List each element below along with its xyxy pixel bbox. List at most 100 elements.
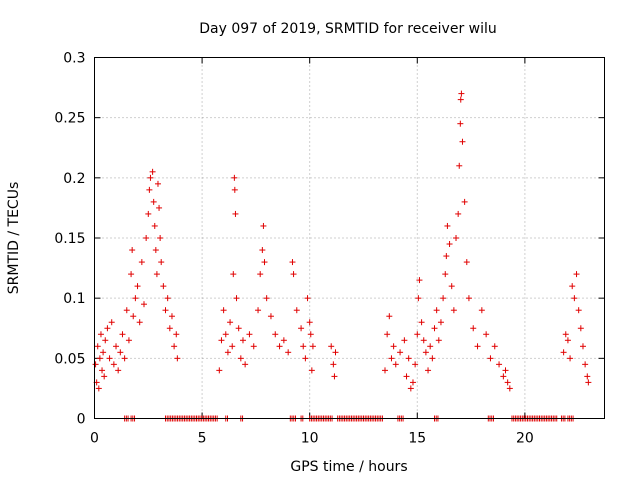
data-point	[145, 210, 152, 217]
data-point	[231, 174, 238, 181]
data-point	[220, 307, 227, 314]
data-point	[92, 361, 99, 368]
data-point	[166, 325, 173, 332]
data-point	[164, 295, 171, 302]
data-point	[306, 319, 313, 326]
data-point	[458, 90, 465, 97]
data-point	[151, 222, 158, 229]
data-point	[218, 337, 225, 344]
data-point	[437, 319, 444, 326]
data-point	[390, 343, 397, 350]
data-point	[457, 96, 464, 103]
data-point	[504, 379, 511, 386]
data-point	[152, 247, 159, 254]
data-point	[156, 204, 163, 211]
data-point	[290, 271, 297, 278]
data-point	[149, 168, 156, 175]
y-tick-label: 0.05	[54, 351, 85, 367]
data-point	[577, 325, 584, 332]
data-point	[459, 138, 466, 145]
x-tick-label: 0	[90, 431, 99, 447]
data-point	[100, 349, 107, 356]
data-point	[414, 331, 421, 338]
data-point	[250, 343, 257, 350]
data-point	[575, 307, 582, 314]
data-point	[560, 349, 567, 356]
data-point	[448, 283, 455, 290]
y-tick-label: 0.2	[63, 171, 85, 187]
data-point	[158, 259, 165, 266]
data-point	[216, 367, 223, 374]
data-point	[106, 355, 113, 362]
data-point	[289, 259, 296, 266]
data-point	[123, 307, 130, 314]
data-point	[143, 235, 150, 241]
data-point	[168, 313, 175, 320]
data-point	[104, 325, 111, 332]
data-point	[401, 337, 408, 344]
data-point	[487, 355, 494, 362]
data-point	[307, 331, 314, 338]
data-point	[474, 343, 481, 350]
y-tick-label: 0.3	[63, 51, 85, 67]
data-point	[416, 277, 423, 284]
data-point	[443, 253, 450, 260]
data-point	[227, 319, 234, 326]
data-point	[585, 379, 592, 386]
data-point	[174, 355, 181, 362]
data-point	[272, 331, 279, 338]
data-point	[584, 373, 591, 380]
data-point	[331, 373, 338, 380]
data-point	[150, 198, 157, 205]
data-point	[255, 307, 262, 314]
data-point	[222, 331, 229, 338]
data-point	[134, 283, 141, 290]
data-point	[267, 313, 274, 320]
data-point	[285, 349, 292, 356]
data-point	[328, 343, 335, 350]
data-point	[108, 319, 115, 326]
data-point	[456, 162, 463, 169]
data-point	[444, 222, 451, 229]
data-point	[308, 367, 315, 374]
data-point	[153, 271, 160, 278]
data-point	[260, 222, 267, 229]
data-point	[115, 367, 122, 374]
data-point	[102, 337, 109, 344]
x-tick-label: 5	[198, 431, 207, 447]
x-tick-label: 10	[301, 431, 319, 447]
data-point	[403, 373, 410, 380]
data-point	[435, 337, 442, 344]
chart-title: Day 097 of 2019, SRMTID for receiver wil…	[199, 21, 497, 37]
data-point	[582, 361, 589, 368]
data-point	[433, 307, 440, 314]
axis-ticks: 0 0.05 0.1 0.15 0.2 0.25 0.3 0 5 10 15 20	[54, 51, 605, 447]
data-point	[562, 331, 569, 338]
data-point	[259, 247, 266, 254]
data-point	[117, 349, 124, 356]
data-point	[239, 337, 246, 344]
data-point	[502, 367, 509, 374]
data-point	[246, 331, 253, 338]
data-point	[500, 373, 507, 380]
data-point	[455, 210, 462, 217]
data-point	[571, 295, 578, 302]
data-point	[386, 313, 393, 320]
data-point	[440, 295, 447, 302]
data-point	[567, 355, 574, 362]
data-point	[113, 343, 120, 350]
y-tick-label: 0.15	[54, 231, 85, 247]
data-point	[407, 385, 414, 392]
data-point	[446, 241, 453, 248]
data-point	[171, 343, 178, 350]
data-point	[463, 259, 470, 266]
data-point	[483, 331, 490, 338]
data-point	[457, 120, 464, 127]
data-point	[388, 355, 395, 362]
data-point	[496, 361, 503, 368]
y-axis-label: SRMTID / TECUs	[6, 182, 22, 295]
plot-frame	[94, 57, 605, 419]
data-point	[422, 349, 429, 356]
data-point	[231, 186, 238, 193]
